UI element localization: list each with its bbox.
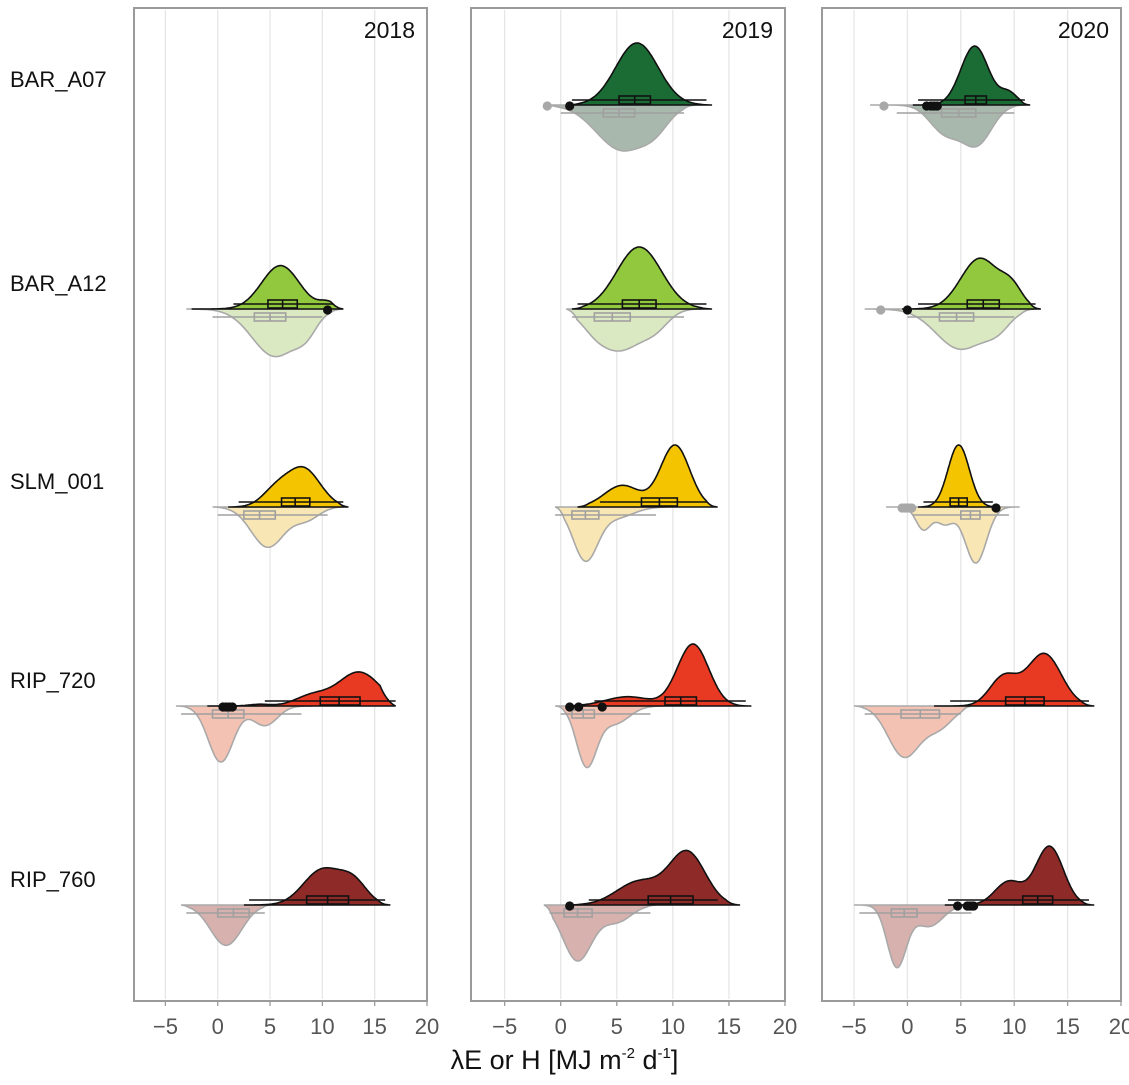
upper-half-violin: [577, 444, 718, 508]
upper-half-violin: [566, 643, 752, 707]
violin-bar_a07-2019: [542, 42, 713, 152]
x-tick-label: −5: [492, 1014, 517, 1039]
violin-slm_001-2019: [554, 444, 718, 563]
upper-half-violin: [944, 845, 1095, 906]
lower-half-violin: [555, 705, 662, 769]
x-tick-label: 5: [264, 1014, 276, 1039]
upper-half-violin: [566, 42, 713, 106]
x-tick-label: 15: [362, 1014, 386, 1039]
site-label-bar_a12: BAR_A12: [10, 271, 107, 296]
lower-half-violin: [864, 308, 1036, 351]
violin-rip_760-2018: [180, 867, 391, 947]
upper-half-violin: [191, 264, 344, 310]
panel-year-label: 2019: [722, 17, 773, 43]
x-tick-label: 5: [611, 1014, 623, 1039]
x-tick-label: 20: [415, 1014, 439, 1039]
site-label-rip_720: RIP_720: [10, 668, 96, 693]
violin-rip_720-2018: [175, 671, 396, 763]
x-tick-label: 15: [1055, 1014, 1079, 1039]
upper-outlier-point: [565, 901, 575, 911]
panel-year-label: 2018: [364, 17, 415, 43]
upper-outlier-point: [322, 305, 333, 315]
lower-half-violin: [543, 904, 657, 962]
upper-half-violin: [243, 867, 391, 906]
violin-rip_760-2020: [854, 845, 1095, 969]
lower-outlier-point: [907, 503, 917, 513]
x-tick-label: −5: [841, 1014, 866, 1039]
violin-bar_a12-2019: [566, 246, 713, 352]
upper-half-violin: [918, 444, 999, 508]
violin-bar_a07-2020: [870, 45, 1031, 148]
lower-half-violin: [212, 506, 344, 549]
upper-outlier-point: [969, 901, 979, 911]
violin-slm_001-2018: [212, 465, 349, 549]
lower-half-violin: [180, 904, 271, 947]
violin-rip_760-2019: [543, 849, 741, 962]
upper-half-violin: [228, 465, 349, 508]
site-labels: BAR_A07 BAR_A12 SLM_001 RIP_720 RIP_760: [10, 67, 107, 892]
x-tick-label: 0: [555, 1014, 567, 1039]
x-tick-label: 10: [661, 1014, 685, 1039]
x-tick-label: 20: [1109, 1014, 1129, 1039]
upper-half-violin: [566, 849, 741, 906]
upper-boxplot-box: [319, 696, 361, 706]
violin-rip_720-2019: [555, 643, 752, 769]
upper-half-violin: [902, 257, 1041, 310]
site-label-bar_a07: BAR_A07: [10, 67, 107, 92]
site-label-slm_001: SLM_001: [10, 469, 104, 494]
upper-outlier-point: [991, 503, 1001, 513]
upper-half-violin: [934, 652, 1095, 707]
x-tick-label: 0: [901, 1014, 913, 1039]
lower-half-violin: [870, 104, 1025, 148]
lower-outlier-point: [876, 305, 886, 315]
violin-bar_a12-2020: [864, 257, 1041, 351]
site-label-rip_760: RIP_760: [10, 867, 96, 892]
x-tick-label: −5: [153, 1014, 178, 1039]
x-axis-label: λE or H [MJ m-2 d-1]: [450, 1045, 679, 1075]
lower-half-violin: [186, 308, 344, 358]
upper-outlier-point: [597, 702, 607, 712]
panel-2018: 2018 −5 0 5 10 15 20: [133, 7, 439, 1039]
violin-rip_720-2020: [854, 652, 1095, 759]
lower-half-violin: [175, 705, 312, 763]
violin-bar_a12-2018: [186, 264, 344, 358]
x-tick-label: 15: [717, 1014, 741, 1039]
upper-outlier-point: [574, 702, 584, 712]
violin-slm_001-2020: [886, 444, 1020, 564]
lower-half-violin: [854, 904, 977, 969]
x-tick-label: 10: [1002, 1014, 1026, 1039]
upper-outlier-point: [227, 702, 237, 712]
upper-outlier-point: [902, 305, 913, 315]
lower-outlier-point: [879, 101, 889, 111]
lower-half-violin: [566, 308, 701, 352]
x-tick-label: 0: [212, 1014, 224, 1039]
panel-year-label: 2020: [1058, 17, 1109, 43]
x-tick-label: 5: [955, 1014, 967, 1039]
upper-outlier-point: [565, 101, 575, 111]
lower-outlier-point: [542, 101, 552, 111]
panel-2020: 2020 −5 0 5 10 15 20: [821, 7, 1129, 1039]
panel-2019: 2019 −5 0 5 10 15 20: [470, 7, 797, 1039]
x-tick-label: 20: [773, 1014, 797, 1039]
upper-outlier-point: [565, 702, 575, 712]
upper-outlier-point: [953, 901, 963, 911]
lower-half-violin: [554, 506, 668, 563]
x-tick-label: 10: [310, 1014, 334, 1039]
upper-outlier-point: [932, 101, 942, 111]
